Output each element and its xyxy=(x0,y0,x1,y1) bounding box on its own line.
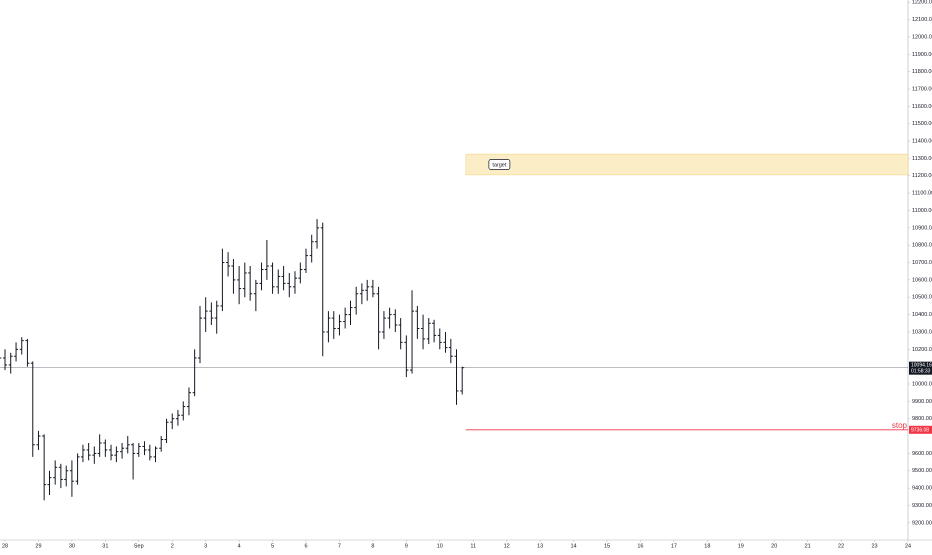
x-tick-label: 23 xyxy=(871,543,877,549)
y-tick-label: 11900.00 xyxy=(912,52,932,58)
x-tick-label: 15 xyxy=(604,543,610,549)
x-tick-label: 19 xyxy=(738,543,744,549)
x-tick-label: 6 xyxy=(304,543,307,549)
y-tick-label: 11800.00 xyxy=(912,69,932,75)
x-tick-label: 7 xyxy=(338,543,341,549)
y-tick-label: 12000.00 xyxy=(912,34,932,40)
x-tick-label: 18 xyxy=(704,543,710,549)
x-tick-label: 12 xyxy=(504,543,510,549)
x-tick-label: 16 xyxy=(637,543,643,549)
target-zone xyxy=(465,153,909,176)
y-tick-label: 11500.00 xyxy=(912,121,932,127)
y-tick-label: 10700.00 xyxy=(912,260,932,266)
x-tick-label: 9 xyxy=(405,543,408,549)
countdown-label: 01:58:33 xyxy=(911,368,931,374)
x-tick-label: 28 xyxy=(2,543,8,549)
x-tick-label: 31 xyxy=(102,543,108,549)
y-tick-label: 9600.00 xyxy=(912,451,932,457)
y-tick-label: 11400.00 xyxy=(912,139,932,145)
y-tick-label: 11700.00 xyxy=(912,86,932,92)
y-tick-label: 10500.00 xyxy=(912,295,932,301)
y-tick-label: 11000.00 xyxy=(912,208,932,214)
y-tick-label: 10800.00 xyxy=(912,243,932,249)
y-tick-label: 10600.00 xyxy=(912,277,932,283)
y-tick-label: 10400.00 xyxy=(912,312,932,318)
last-price-label: 10094.16 xyxy=(911,362,932,368)
target-label: target xyxy=(492,162,507,168)
x-tick-label: 11 xyxy=(470,543,476,549)
y-tick-label: 11600.00 xyxy=(912,104,932,110)
x-tick-label: 21 xyxy=(805,543,811,549)
y-tick-label: 9200.00 xyxy=(912,520,932,526)
y-tick-label: 12200.00 xyxy=(912,0,932,6)
x-tick-label: 14 xyxy=(570,543,576,549)
y-tick-label: 11100.00 xyxy=(912,191,932,197)
y-tick-label: 10000.00 xyxy=(912,381,932,387)
x-tick-label: 2 xyxy=(171,543,174,549)
x-tick-label: 24 xyxy=(905,543,911,549)
y-tick-label: 10900.00 xyxy=(912,225,932,231)
y-tick-label: 9500.00 xyxy=(912,468,932,474)
stop-label: stop xyxy=(892,421,908,430)
x-tick-label: 13 xyxy=(537,543,543,549)
x-tick-label: 5 xyxy=(271,543,274,549)
x-tick-label: 8 xyxy=(371,543,374,549)
y-tick-label: 9400.00 xyxy=(912,486,932,492)
y-tick-label: 11300.00 xyxy=(912,156,932,162)
x-tick-label: 4 xyxy=(238,543,241,549)
x-tick-label: 29 xyxy=(35,543,41,549)
y-tick-label: 10300.00 xyxy=(912,329,932,335)
y-tick-label: 9900.00 xyxy=(912,399,932,405)
x-tick-label: 30 xyxy=(69,543,75,549)
x-tick-label: 20 xyxy=(771,543,777,549)
y-tick-label: 12100.00 xyxy=(912,17,932,23)
stop-price-box xyxy=(909,425,932,434)
x-tick-label: 3 xyxy=(204,543,207,549)
y-tick-label: 11200.00 xyxy=(912,173,932,179)
x-tick-label: 22 xyxy=(838,543,844,549)
target-label-box xyxy=(488,159,511,170)
y-tick-label: 9800.00 xyxy=(912,416,932,422)
last-price-box xyxy=(909,361,932,375)
x-tick-label: 17 xyxy=(671,543,677,549)
y-tick-label: 9300.00 xyxy=(912,503,932,509)
stop-price-label: 9736.08 xyxy=(911,427,929,433)
x-tick-label: Sep xyxy=(134,543,144,549)
x-tick-label: 10 xyxy=(437,543,443,549)
y-tick-label: 10200.00 xyxy=(912,347,932,353)
